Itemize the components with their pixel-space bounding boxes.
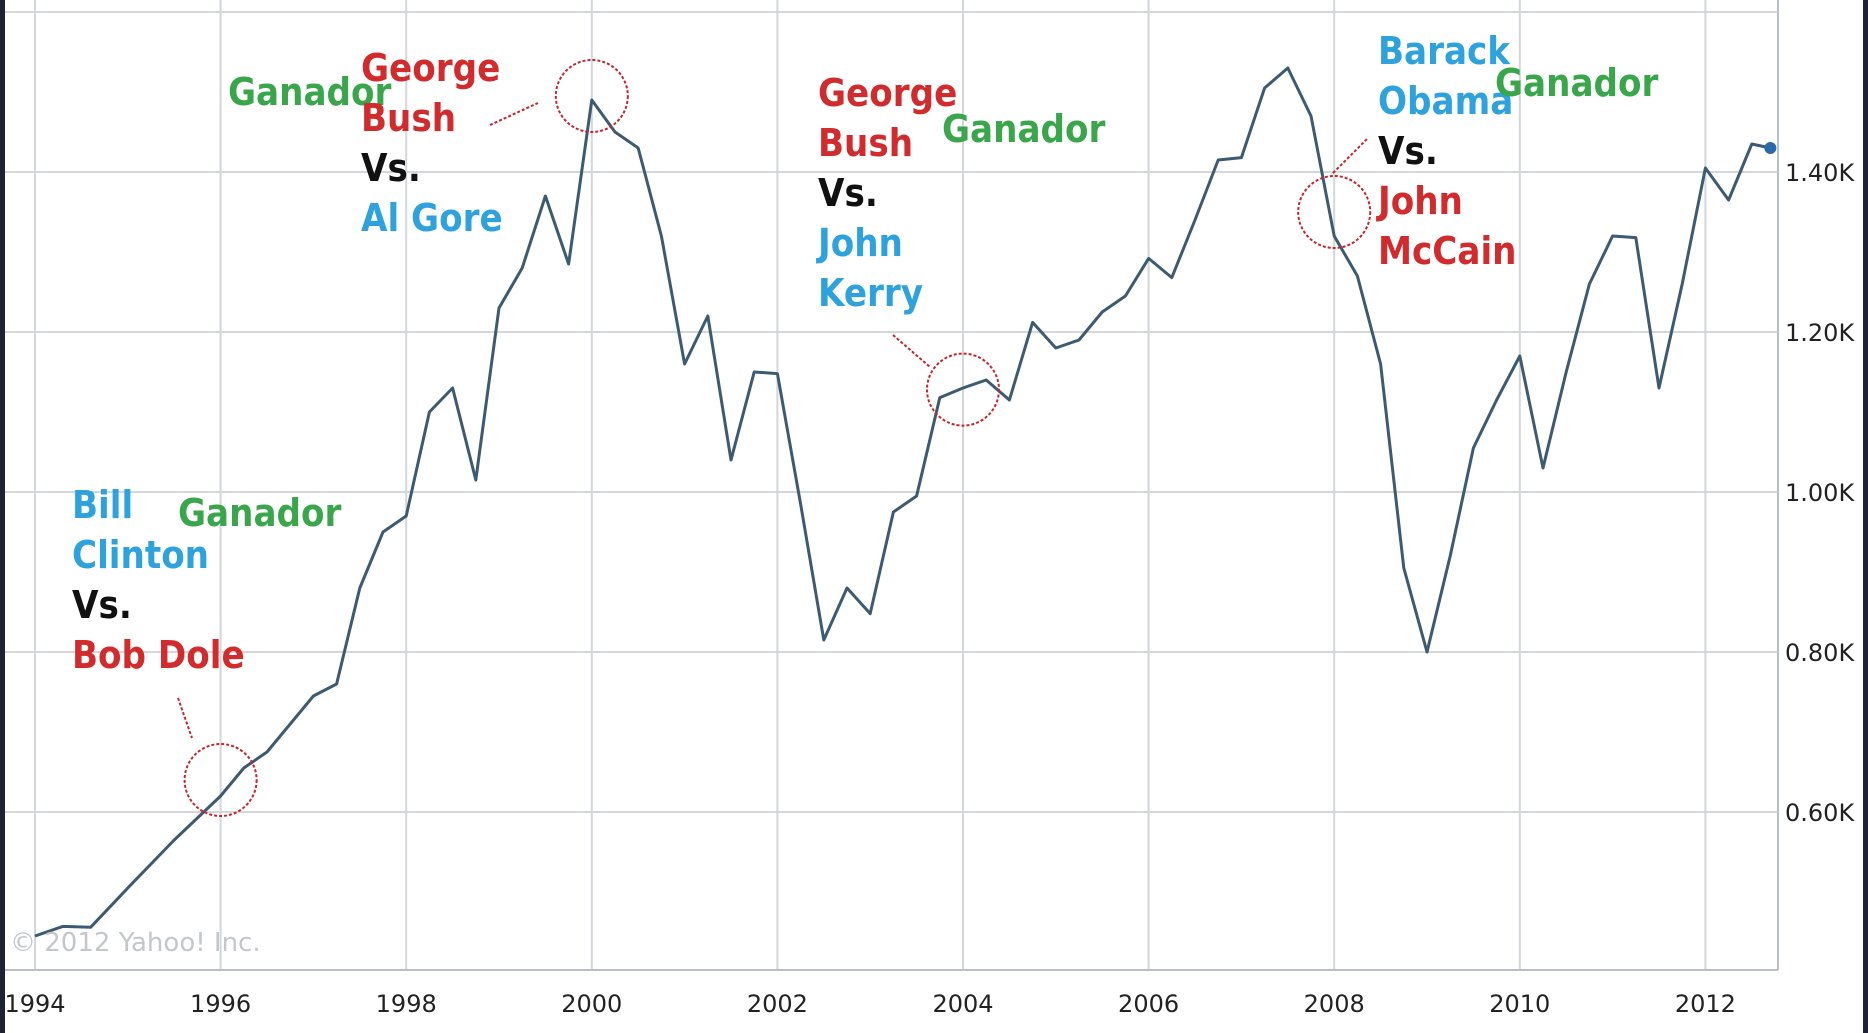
annotation-line: Bush [361,96,457,140]
highlight-circle [1297,175,1372,249]
x-tick-label: 2006 [1118,990,1179,1018]
annotation-clinton-vs-dole: Bill Clinton Vs. Bob Dole [72,480,245,680]
pointer-line [1332,137,1369,174]
y-tick-label: 1.00K [1785,479,1855,507]
x-tick-label: 2012 [1675,990,1736,1018]
y-tick-label: 1.20K [1785,319,1855,347]
annotation-bush-vs-gore: George Bush Vs. Al Gore [361,43,503,243]
annotation-line: Ganador [942,107,1106,151]
annotation-ganador-1996: Ganador [178,488,341,538]
annotation-line: Vs. [72,583,132,627]
annotation-line: Bill [72,483,134,527]
highlight-circle [183,743,258,817]
annotation-line: Ganador [178,491,342,535]
annotation-line: Vs. [361,146,421,190]
series-layer [34,66,1777,938]
last-value-dot [1764,142,1777,154]
x-tick-label: 1998 [376,990,437,1018]
annotation-bush-vs-kerry: George Bush Vs. John Kerry [818,68,957,318]
annotation-line: John [1378,179,1463,223]
annotation-line: Kerry [818,271,924,315]
annotation-line: Vs. [1378,129,1438,173]
annotation-line: Vs. [818,171,878,215]
annotation-ganador-2008: Ganador [1495,58,1658,108]
annotation-obama-vs-mccain: Barack Obama Vs. John McCain [1378,26,1517,276]
x-tick-label: 2010 [1489,990,1550,1018]
highlight-circle [926,352,1000,427]
annotation-line: Bob Dole [72,633,245,677]
x-axis-ticks: 1994 1996 1998 2000 2002 2004 2006 2008 2010 2012 [4,990,1735,1018]
annotation-line: Al Gore [361,196,503,240]
y-tick-label: 0.80K [1785,639,1855,667]
annotation-line: Bush [818,121,914,165]
annotation-line: George [361,46,501,90]
watermark-text: © 2012 Yahoo! Inc. [10,928,261,958]
annotation-line: Ganador [228,70,392,114]
annotation-line: Clinton [72,533,210,577]
annotation-line: Ganador [1495,61,1659,105]
annotation-line: George [818,71,958,115]
y-tick-label: 0.60K [1785,799,1855,827]
annotation-line: Obama [1378,79,1514,123]
x-tick-label: 1994 [4,990,65,1018]
gridlines [5,0,1779,971]
pointer-line [177,697,193,739]
pointer-line [892,334,931,368]
y-tick-label: 1.40K [1785,159,1855,187]
highlight-circles [177,59,1372,817]
y-axis-ticks: 0.60K 0.80K 1.00K 1.20K 1.40K [1785,159,1855,827]
annotation-ganador-2000: Ganador [228,67,391,117]
annotation-line: McCain [1378,229,1517,273]
x-tick-label: 2000 [561,990,622,1018]
x-tick-label: 2002 [747,990,808,1018]
x-tick-label: 2004 [932,990,993,1018]
highlight-circle [554,59,629,133]
x-tick-label: 2008 [1304,990,1365,1018]
x-tick-label: 1996 [190,990,251,1018]
annotation-line: Barack [1378,29,1511,73]
pointer-line [489,102,539,126]
annotation-line: John [818,221,903,265]
annotation-ganador-2004: Ganador [942,104,1105,154]
